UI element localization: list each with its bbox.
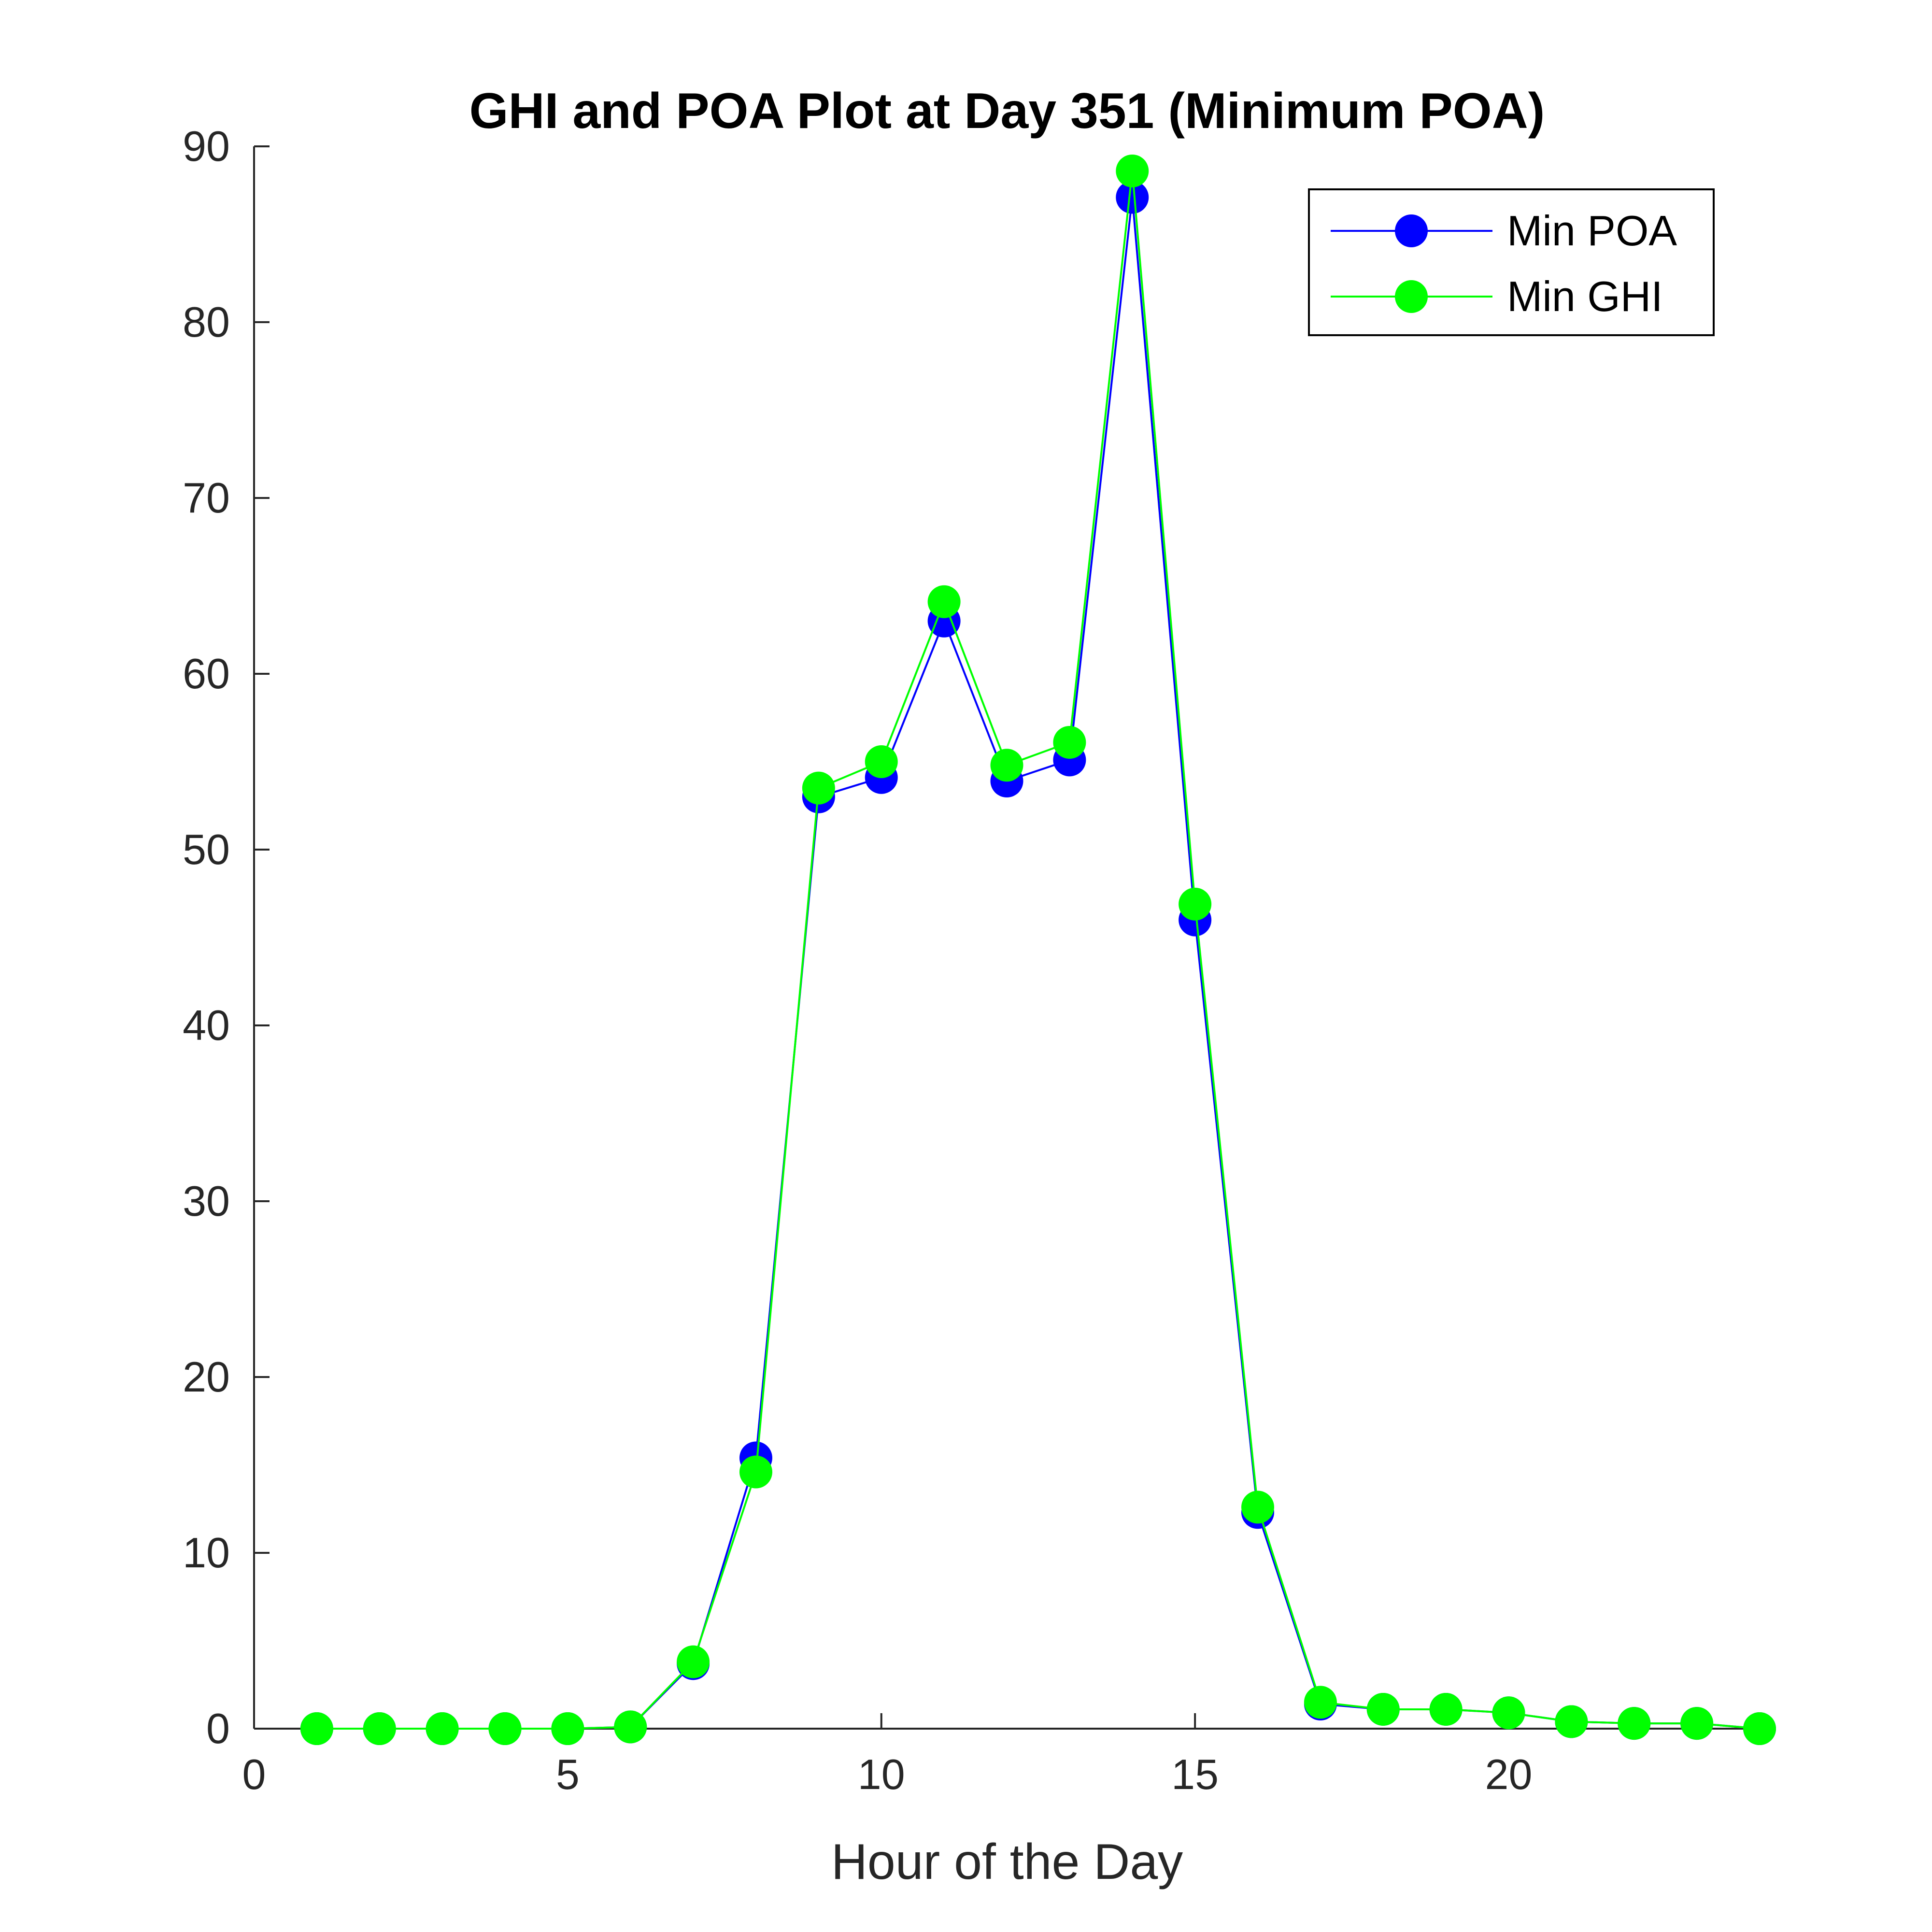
series-1-point-19 (1492, 1696, 1525, 1730)
series-1-point-10 (927, 585, 961, 618)
series-1-point-1 (363, 1712, 396, 1745)
series-0 (300, 181, 1776, 1745)
x-axis: 0 5 10 15 20 (242, 1713, 1533, 1798)
y-axis: 0 10 20 30 40 50 60 70 80 90 (183, 122, 270, 1752)
x-tick-label-4: 20 (1485, 1750, 1533, 1798)
legend-label-0: Min POA (1507, 207, 1677, 255)
series-1-point-16 (1304, 1686, 1337, 1719)
series-1-point-22 (1680, 1707, 1714, 1740)
series-layer (300, 154, 1776, 1745)
series-1-point-17 (1366, 1692, 1400, 1726)
x-axis-label: Hour of the Day (831, 1834, 1183, 1890)
series-1-point-8 (802, 771, 835, 805)
y-tick-label-7: 70 (183, 474, 230, 522)
y-tick-label-8: 80 (183, 298, 230, 346)
legend-marker-0 (1395, 214, 1428, 247)
series-1-point-18 (1429, 1692, 1463, 1726)
series-line-1 (316, 170, 1760, 1730)
series-1-point-6 (677, 1645, 710, 1678)
chart-title: GHI and POA Plot at Day 351 (Minimum POA… (469, 83, 1545, 139)
legend: Min POA Min GHI (1308, 188, 1715, 336)
series-1-point-4 (551, 1712, 584, 1745)
x-tick-label-1: 5 (556, 1750, 580, 1798)
legend-item-0: Min POA (1331, 207, 1677, 255)
legend-box (1308, 188, 1715, 336)
legend-label-1: Min GHI (1507, 272, 1663, 320)
y-tick-label-9: 90 (183, 122, 230, 170)
series-1-point-20 (1555, 1705, 1588, 1738)
series-1-point-14 (1179, 887, 1212, 921)
series-1-point-3 (488, 1712, 522, 1745)
legend-marker-1 (1395, 280, 1428, 313)
series-1-point-15 (1241, 1491, 1274, 1524)
series-0-point-13 (1116, 181, 1149, 214)
series-1-point-23 (1743, 1712, 1776, 1745)
series-1-point-12 (1053, 725, 1086, 759)
series-line-0 (316, 197, 1760, 1730)
legend-item-1: Min GHI (1331, 272, 1663, 320)
y-tick-label-1: 10 (183, 1529, 230, 1577)
x-tick-label-2: 10 (858, 1750, 905, 1798)
series-1-point-5 (614, 1710, 647, 1744)
y-tick-label-4: 40 (183, 1001, 230, 1049)
series-1-point-13 (1116, 154, 1149, 187)
series-1-point-11 (990, 749, 1023, 782)
series-1-point-9 (865, 745, 898, 778)
series-1-point-7 (739, 1455, 772, 1489)
y-tick-label-2: 20 (183, 1353, 230, 1401)
x-tick-label-0: 0 (242, 1750, 266, 1798)
y-tick-label-0: 0 (206, 1705, 230, 1752)
series-1 (300, 154, 1776, 1745)
series-1-point-21 (1618, 1707, 1651, 1740)
x-tick-label-3: 15 (1171, 1750, 1219, 1798)
series-1-point-0 (300, 1712, 333, 1745)
y-tick-label-6: 60 (183, 650, 230, 697)
y-tick-label-5: 50 (183, 825, 230, 873)
y-tick-label-3: 30 (183, 1177, 230, 1225)
series-1-point-2 (426, 1712, 459, 1745)
